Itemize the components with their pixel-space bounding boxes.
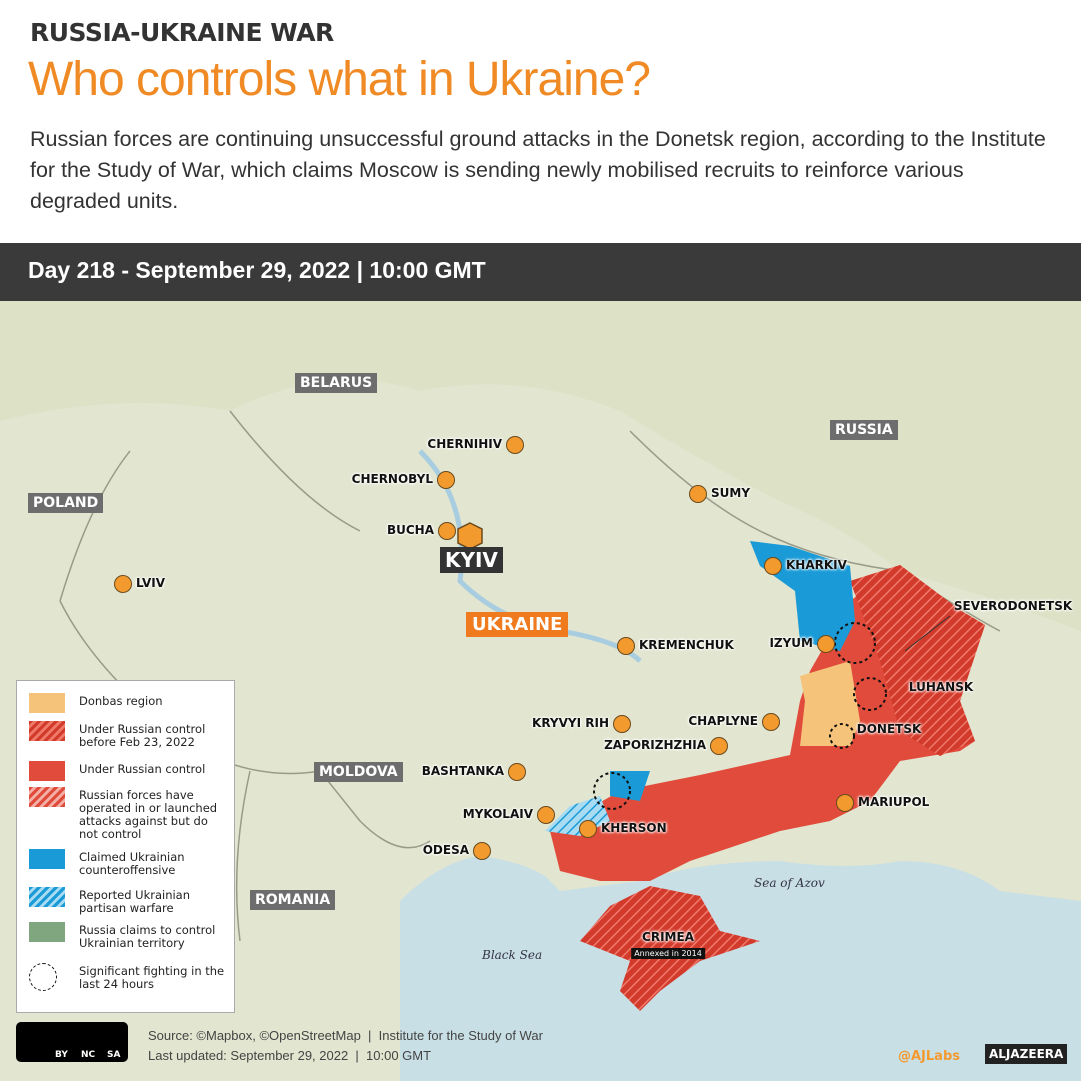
city-marker [437, 471, 455, 489]
city-label: ODESA [422, 843, 469, 857]
legend-swatch [29, 849, 65, 869]
city-marker [836, 794, 854, 812]
capital-marker [457, 522, 483, 550]
fighting-circle [593, 772, 631, 810]
counteroffensive [610, 771, 650, 801]
city-marker [817, 635, 835, 653]
legend-swatch [29, 761, 65, 781]
city-marker [506, 436, 524, 454]
legend-label: Significant fighting in the last 24 hour… [79, 964, 225, 991]
country-label: POLAND [28, 493, 104, 513]
sea [400, 856, 1081, 1081]
city-label: IZYUM [769, 636, 813, 650]
legend-swatch [29, 693, 65, 713]
legend-label: Russian forces have operated in or launc… [79, 788, 218, 841]
cc-label: BY [55, 1050, 68, 1060]
cc-label: NC [81, 1050, 96, 1060]
date-bar: Day 218 - September 29, 2022 | 10:00 GMT [0, 243, 1081, 301]
legend-label: Reported Ukrainian partisan warfare [79, 888, 191, 915]
river [418, 449, 642, 663]
legend-label: Claimed Ukrainian counteroffensive [79, 850, 185, 877]
fighting-circle [829, 723, 855, 749]
country-label: ROMANIA [250, 890, 336, 910]
city-label: SUMY [711, 486, 751, 500]
city-marker [762, 713, 780, 731]
city-marker [114, 575, 132, 593]
leader-line [904, 615, 951, 652]
crimea-note: Annexed in 2014 [631, 948, 705, 959]
city-label: BASHTANKA [421, 764, 504, 778]
city-marker [438, 522, 456, 540]
city-label: ZAPORIZHZHIA [604, 738, 706, 752]
legend-swatch [29, 963, 57, 991]
city-marker [508, 763, 526, 781]
title: Who controls what in Ukraine? [28, 53, 651, 106]
country-label: BELARUS [295, 373, 378, 393]
region-label: DONETSK [856, 722, 922, 736]
sea-label: Sea of Azov [754, 876, 825, 890]
city-label: MYKOLAIV [462, 807, 533, 821]
city-label: KHARKIV [786, 558, 847, 572]
fighting-circle [853, 677, 887, 711]
city-label: CHERNOBYL [351, 472, 433, 486]
city-marker [710, 737, 728, 755]
description: Russian forces are continuing unsuccessf… [30, 127, 1046, 213]
city-marker [537, 806, 555, 824]
city-marker [473, 842, 491, 860]
brand: ALJAZEERA [985, 1044, 1068, 1064]
legend-label: Under Russian control [79, 762, 206, 776]
city-marker [579, 820, 597, 838]
city-label: KREMENCHUK [639, 638, 734, 652]
date: Day 218 - September 29, 2022 | 10:00 GMT [28, 257, 486, 283]
city-label: KHERSON [601, 821, 667, 835]
city-label: KRYVYI RIH [532, 716, 609, 730]
legend-swatch [29, 721, 65, 741]
legend-label: Under Russian control before Feb 23, 202… [79, 722, 206, 749]
city-label: BUCHA [386, 523, 434, 537]
legend-swatch [29, 922, 65, 942]
country-label: MOLDOVA [314, 762, 403, 782]
region-label: SEVERODONETSK [953, 599, 1073, 613]
kicker: RUSSIA-UKRAINE WAR [30, 18, 334, 47]
updated: Last updated: September 29, 2022 | 10:00… [148, 1048, 432, 1063]
city-label: CHAPLYNE [688, 714, 758, 728]
pre-2022-area [850, 565, 985, 756]
donbas [800, 661, 860, 746]
fighting-circle [834, 622, 876, 664]
city-label: MARIUPOL [858, 795, 930, 809]
city-marker [764, 557, 782, 575]
source: Source: ©Mapbox, ©OpenStreetMap | Instit… [148, 1028, 543, 1043]
city-marker [617, 637, 635, 655]
legend: Donbas region Under Russian control befor… [16, 680, 235, 1013]
legend-swatch [29, 887, 65, 907]
capital-label: KYIV [440, 547, 503, 573]
cc-badge [16, 1022, 128, 1062]
country-label: UKRAINE [466, 612, 569, 637]
border [59, 410, 1001, 942]
cc-label: SA [107, 1050, 121, 1060]
city-label: LVIV [136, 576, 166, 590]
city-marker [613, 715, 631, 733]
city-marker [689, 485, 707, 503]
region-label: CRIMEA [642, 930, 694, 944]
legend-label: Donbas region [79, 694, 163, 708]
sea-label: Black Sea [482, 948, 543, 962]
country-label: RUSSIA [830, 420, 898, 440]
legend-label: Russia claims to control Ukrainian terri… [79, 923, 216, 950]
neighbor-land [0, 301, 1081, 631]
handle: @AJLabs [898, 1049, 960, 1064]
legend-swatch [29, 787, 65, 807]
city-label: CHERNIHIV [427, 437, 502, 451]
region-label: LUHANSK [908, 680, 974, 694]
